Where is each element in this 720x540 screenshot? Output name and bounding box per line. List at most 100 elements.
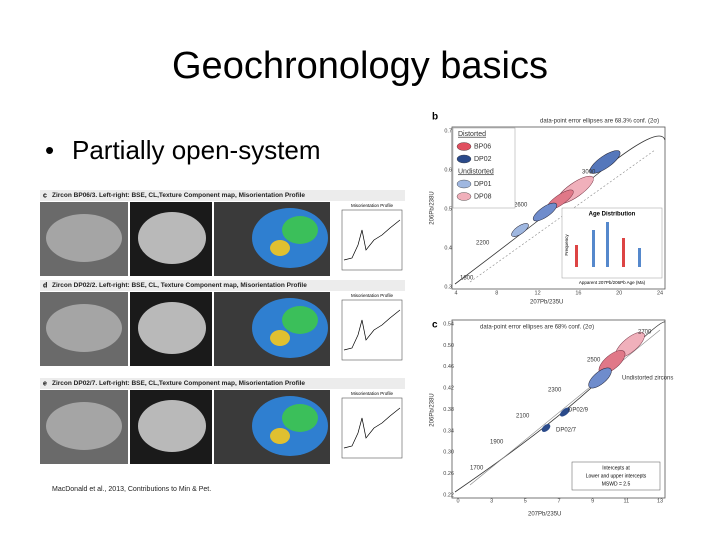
legend-swatch	[456, 179, 472, 189]
inset-y-label: Frequency	[564, 234, 569, 256]
ellipse	[511, 223, 529, 237]
profile-frame	[341, 397, 403, 459]
plot-frame	[451, 319, 666, 499]
grain-map	[270, 330, 290, 346]
bullet-text: Partially open-system	[72, 135, 321, 165]
histogram-bar	[638, 248, 641, 267]
profile-title: Misorientation Profile	[351, 391, 394, 396]
x-tick-label: 20	[616, 290, 622, 296]
age-label: 2600	[514, 203, 528, 209]
caption-bar	[40, 190, 405, 201]
profile-title: Misorientation Profile	[351, 203, 394, 208]
grain	[46, 402, 122, 450]
plot-frame	[451, 126, 666, 290]
ellipse	[560, 407, 570, 417]
x-tick-label: 16	[575, 290, 581, 296]
ellipse	[532, 202, 558, 222]
histogram-bar	[575, 245, 578, 267]
y-tick-label: 0.3	[444, 284, 452, 290]
y-axis-label: 206Pb/238U	[430, 191, 436, 224]
result-text: Intercepts at	[602, 465, 630, 471]
annotation: DP02/7	[556, 428, 577, 434]
grain-map	[282, 216, 318, 244]
panel-label: e	[43, 380, 47, 387]
panel-caption: Zircon BP06/3. Left-right: BSE, CL,Textu…	[52, 192, 305, 199]
y-tick-label: 0.6	[444, 167, 452, 173]
legend-label: DP01	[474, 181, 492, 188]
x-tick-label: 5	[524, 498, 527, 504]
ellipse	[588, 367, 612, 389]
annotation: Undistorted zircons	[622, 376, 673, 382]
x-tick-label: 9	[591, 498, 594, 504]
x-tick-label: 24	[657, 290, 663, 296]
grain	[138, 212, 206, 264]
legend-swatch	[456, 154, 472, 164]
grain-map	[270, 428, 290, 444]
panel-label: d	[43, 282, 47, 289]
panel-caption: Zircon DP02/7. Left-right: BSE, CL,Textu…	[52, 380, 305, 387]
x-tick-label: 11	[623, 498, 629, 504]
grain	[46, 214, 122, 262]
y-tick-label: 0.38	[443, 407, 454, 413]
y-tick-label: 0.42	[443, 386, 454, 392]
figure-note: data-point error ellipses are 68.3% conf…	[540, 119, 659, 125]
citation: MacDonald et al., 2013, Contributions to…	[52, 486, 211, 493]
age-label: 3000	[582, 170, 596, 176]
age-label: 1700	[470, 466, 484, 472]
y-tick-label: 0.50	[443, 343, 454, 349]
panel-label: c	[432, 320, 438, 331]
x-tick-label: 7	[557, 498, 560, 504]
figure-c: c data-point error ellipses are 68% conf…	[430, 319, 673, 518]
y-tick-label: 0.4	[444, 245, 452, 251]
bullet-marker: •	[45, 135, 54, 165]
age-label: 1900	[490, 440, 504, 446]
y-tick-label: 0.22	[443, 492, 454, 498]
annotation: DP02/9	[568, 408, 589, 414]
x-tick-label: 0	[456, 498, 459, 504]
x-axis-label: 207Pb/235U	[530, 300, 563, 306]
x-tick-label: 8	[495, 290, 498, 296]
legend-label: DP02	[474, 156, 492, 163]
panel-label: b	[432, 112, 438, 123]
y-tick-label: 0.46	[443, 364, 454, 370]
caption-bar	[40, 280, 405, 291]
profile-line	[343, 309, 401, 351]
x-tick-label: 3	[490, 498, 493, 504]
age-label: 2700	[638, 330, 652, 336]
y-tick-label: 0.30	[443, 450, 454, 456]
x-tick-label: 12	[535, 290, 541, 296]
profile-line	[343, 407, 401, 449]
legend-label: BP06	[474, 143, 491, 150]
profile-line	[343, 219, 401, 261]
figure-b: b data-point error ellipses are 68.3% co…	[430, 112, 666, 306]
grain	[138, 302, 206, 354]
histogram-bar	[592, 230, 595, 267]
y-tick-label: 0.54	[443, 321, 454, 327]
y-tick-label: 0.34	[443, 428, 454, 434]
panel-caption: Zircon DP02/2. Left-right: BSE, CL, Text…	[52, 282, 307, 289]
profile-frame	[341, 299, 403, 361]
result-box	[571, 461, 661, 491]
age-label: 2500	[587, 358, 601, 364]
y-tick-label: 0.7	[444, 128, 452, 134]
grain-map	[282, 306, 318, 334]
legend-swatch	[456, 142, 472, 151]
x-axis-label: 207Pb/235U	[528, 512, 561, 518]
y-tick-label: 0.26	[443, 471, 454, 477]
profile-title: Misorientation Profile	[351, 293, 394, 298]
grain-map	[282, 404, 318, 432]
histogram-bar	[606, 222, 609, 267]
inset-title: Age Distribution	[589, 212, 636, 218]
inset-x-label: Apparent 207Pb/206Pb Age (Ma)	[579, 280, 646, 285]
legend-label: DP08	[474, 193, 492, 200]
legend-label: Distorted	[458, 131, 486, 138]
result-text: MSWD = 2.5	[602, 481, 631, 487]
grain	[138, 400, 206, 452]
y-tick-label: 0.5	[444, 206, 452, 212]
age-label: 1800	[460, 276, 474, 282]
inset-frame	[561, 207, 663, 279]
ellipse	[589, 150, 621, 174]
ellipse	[541, 424, 551, 432]
profile-frame	[341, 209, 403, 271]
